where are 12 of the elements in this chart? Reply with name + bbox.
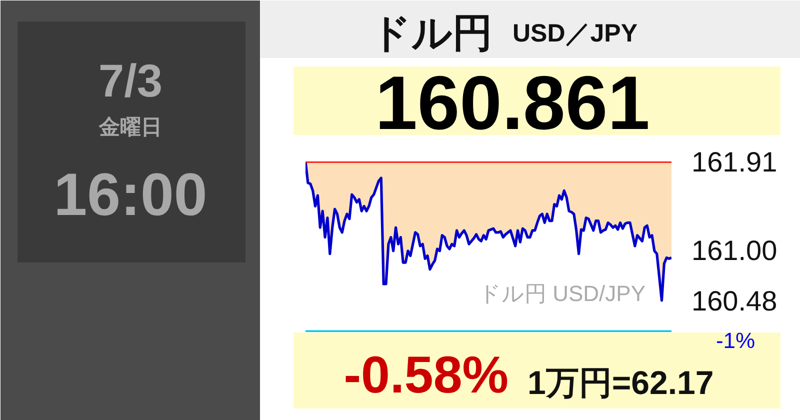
annotation: ドル円 USD/JPY xyxy=(478,281,646,306)
text: -0.58% xyxy=(344,346,509,404)
y-tick-label: 160.48 xyxy=(692,285,778,316)
chart-title: ドル円 USD／JPY xyxy=(370,12,638,56)
text: 1万円=62.17 xyxy=(528,364,714,401)
y-tick-label: 161.00 xyxy=(692,234,778,266)
chart-subtitle: 160.861 xyxy=(375,61,650,146)
text: -1% xyxy=(716,328,756,353)
text: 16:00 xyxy=(54,161,208,228)
text: 7/3 xyxy=(98,54,162,106)
y-tick-label: 161.91 xyxy=(692,146,778,178)
text: 金曜日 xyxy=(98,116,162,139)
